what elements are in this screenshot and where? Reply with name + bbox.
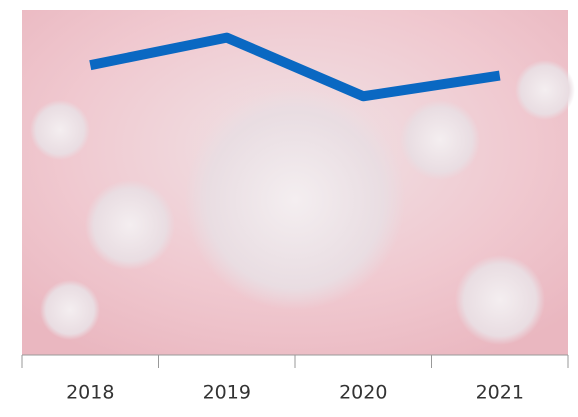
x-tick-label: 2018: [66, 382, 114, 404]
x-tick-label: 2020: [339, 382, 387, 404]
x-tick-label: 2019: [203, 382, 251, 404]
page: {"chart_data": {"type": "line", "categor…: [0, 0, 578, 417]
chart: 2018 2019 2020 2021: [0, 0, 578, 417]
x-tick-label: 2021: [476, 382, 524, 404]
